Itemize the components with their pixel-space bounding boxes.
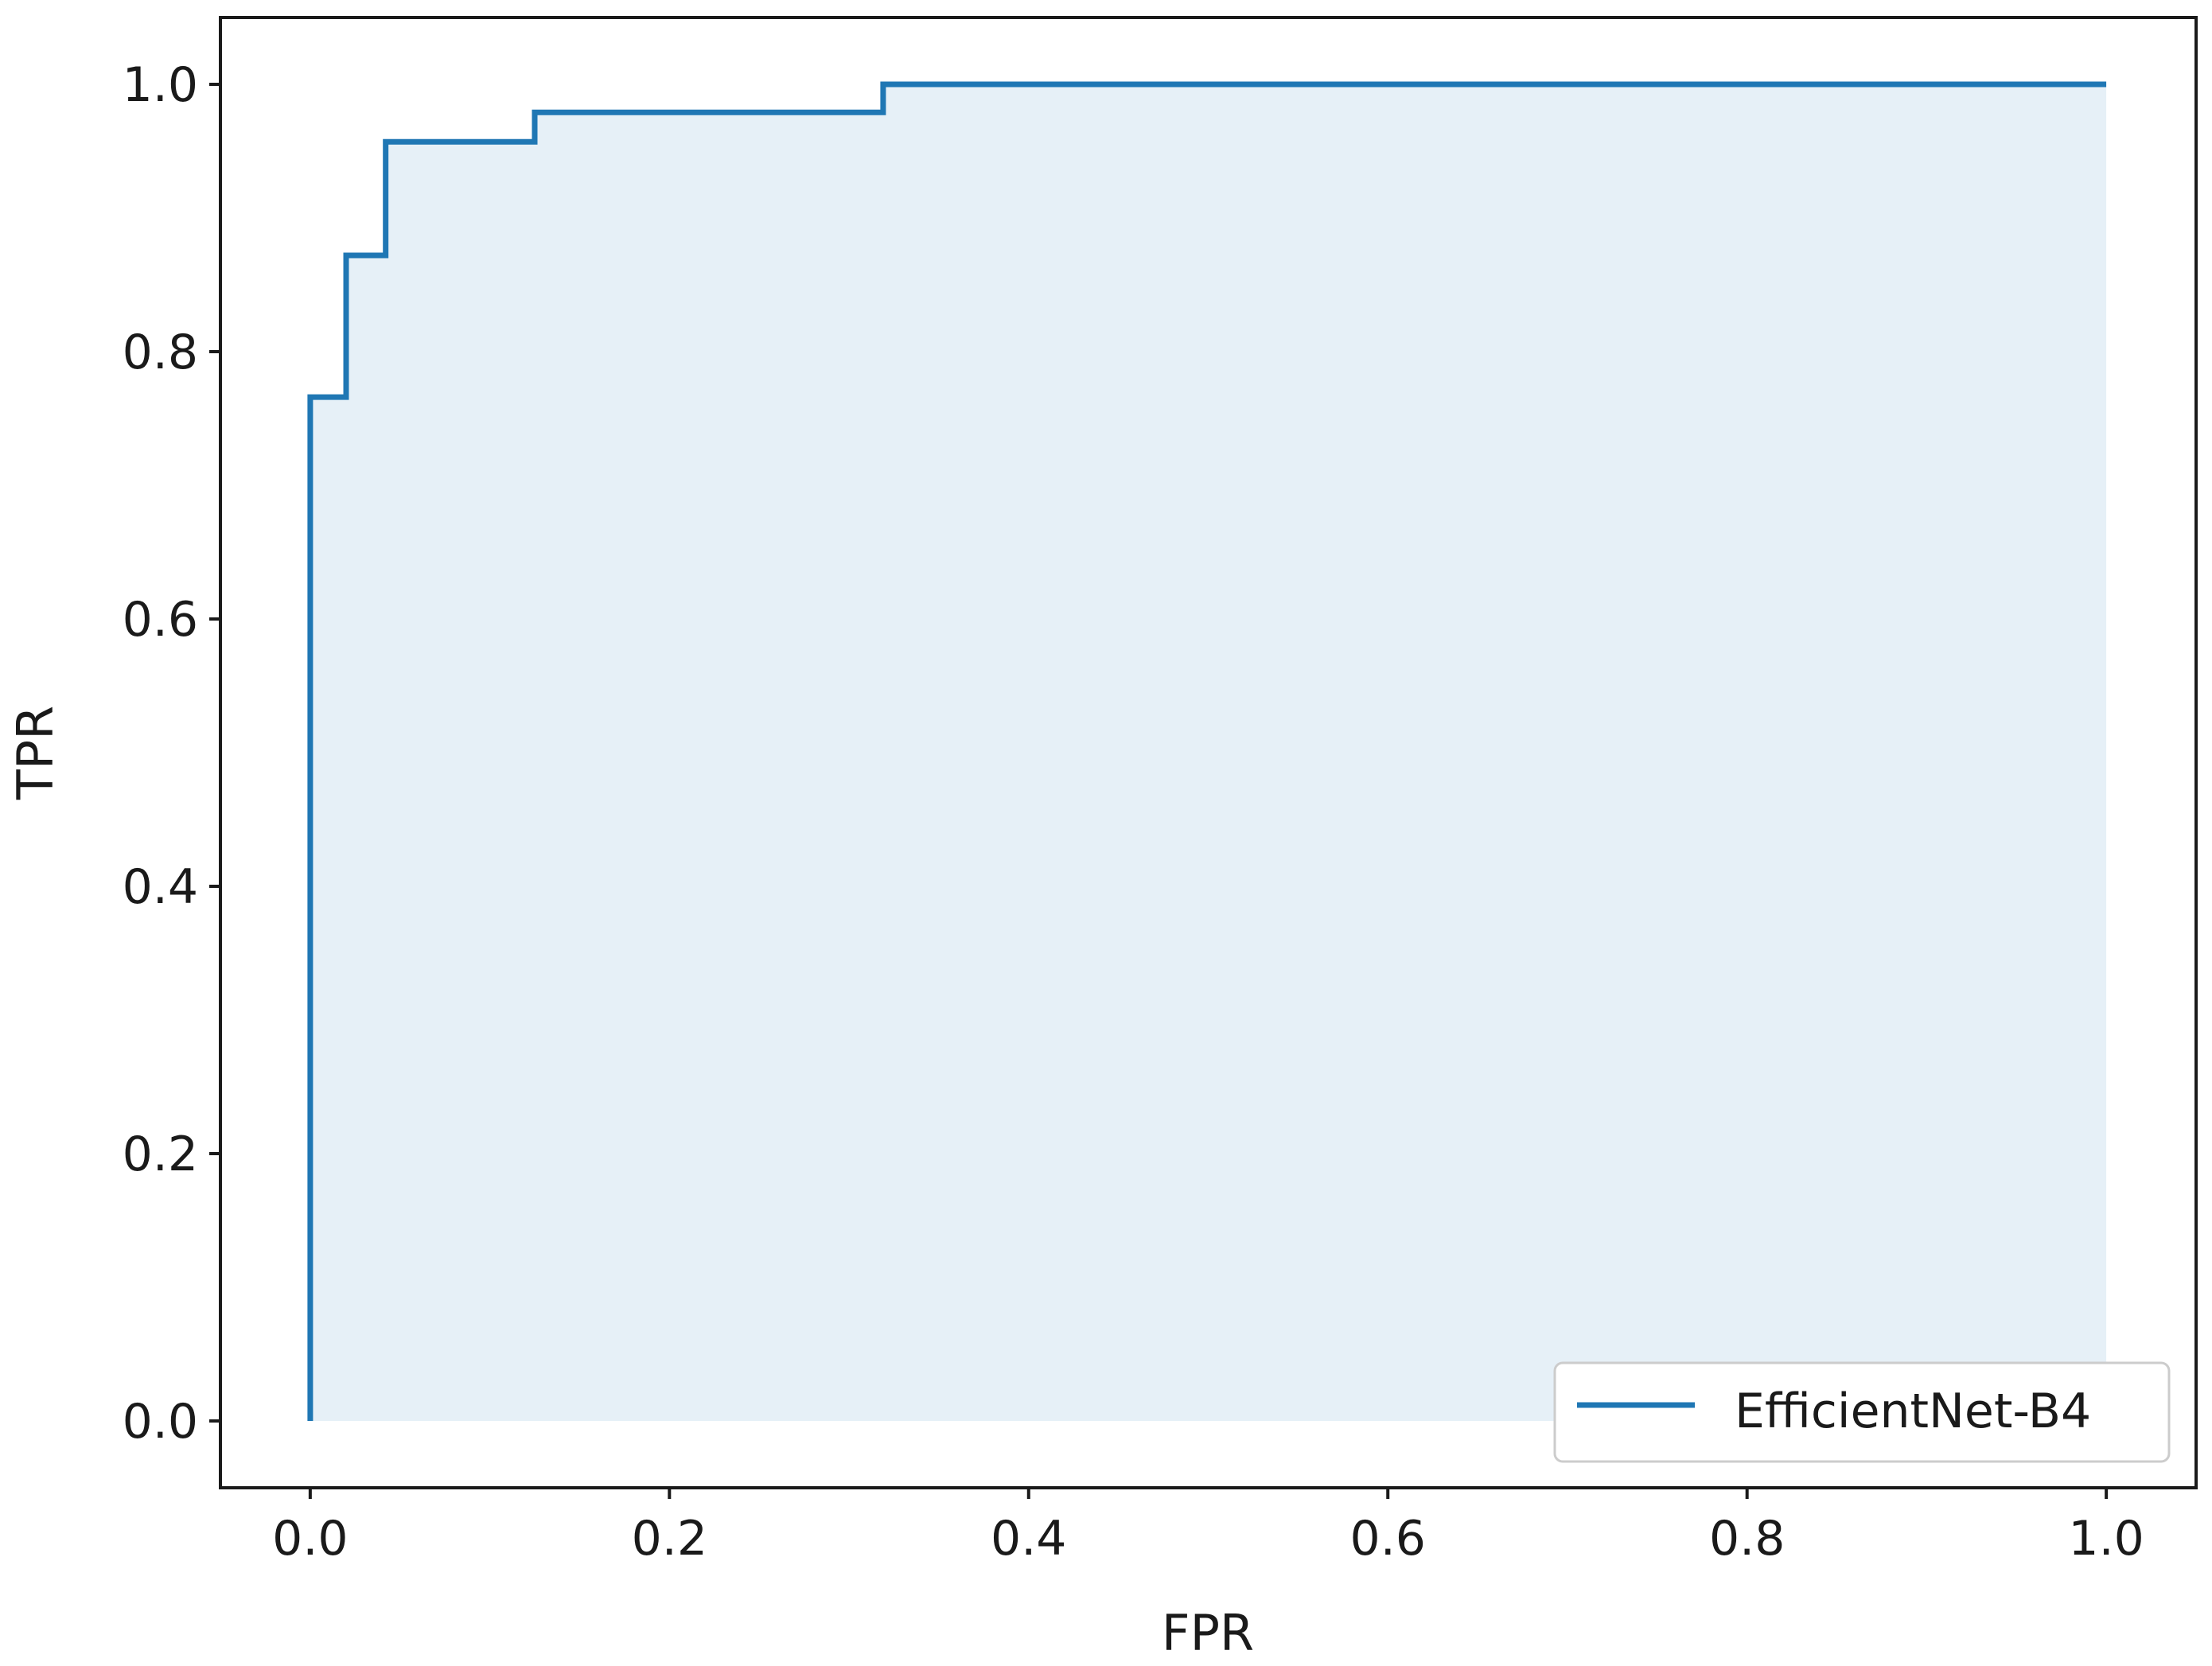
x-tick-label: 0.2 xyxy=(632,1511,707,1567)
x-tick-label: 1.0 xyxy=(2068,1511,2144,1567)
y-tick-label: 1.0 xyxy=(123,57,198,113)
plot-area-frame xyxy=(219,16,2198,1489)
x-tick-label: 0.8 xyxy=(1709,1511,1785,1567)
y-axis-title: TPR xyxy=(6,706,64,800)
y-tick-label: 0.4 xyxy=(123,859,198,915)
x-axis-ticks: 0.0 0.2 0.4 0.6 0.8 1.0 xyxy=(272,1488,2144,1567)
y-tick-label: 0.6 xyxy=(123,592,198,648)
y-tick-label: 0.0 xyxy=(123,1394,198,1450)
roc-area-fill xyxy=(310,84,2107,1421)
x-tick-label: 0.4 xyxy=(991,1511,1066,1567)
y-tick-label: 0.8 xyxy=(123,325,198,380)
x-tick-label: 0.0 xyxy=(272,1511,348,1567)
legend-label: EfficientNet-B4 xyxy=(1735,1384,2091,1439)
x-tick-label: 0.6 xyxy=(1350,1511,1426,1567)
x-axis-title: FPR xyxy=(1162,1604,1254,1662)
legend-box xyxy=(1553,1361,2171,1463)
roc-curve-line xyxy=(307,81,2107,1421)
y-tick-label: 0.2 xyxy=(123,1127,198,1182)
legend: EfficientNet-B4 xyxy=(1553,1361,2171,1463)
y-axis-ticks: 0.0 0.2 0.4 0.6 0.8 1.0 xyxy=(123,57,220,1450)
